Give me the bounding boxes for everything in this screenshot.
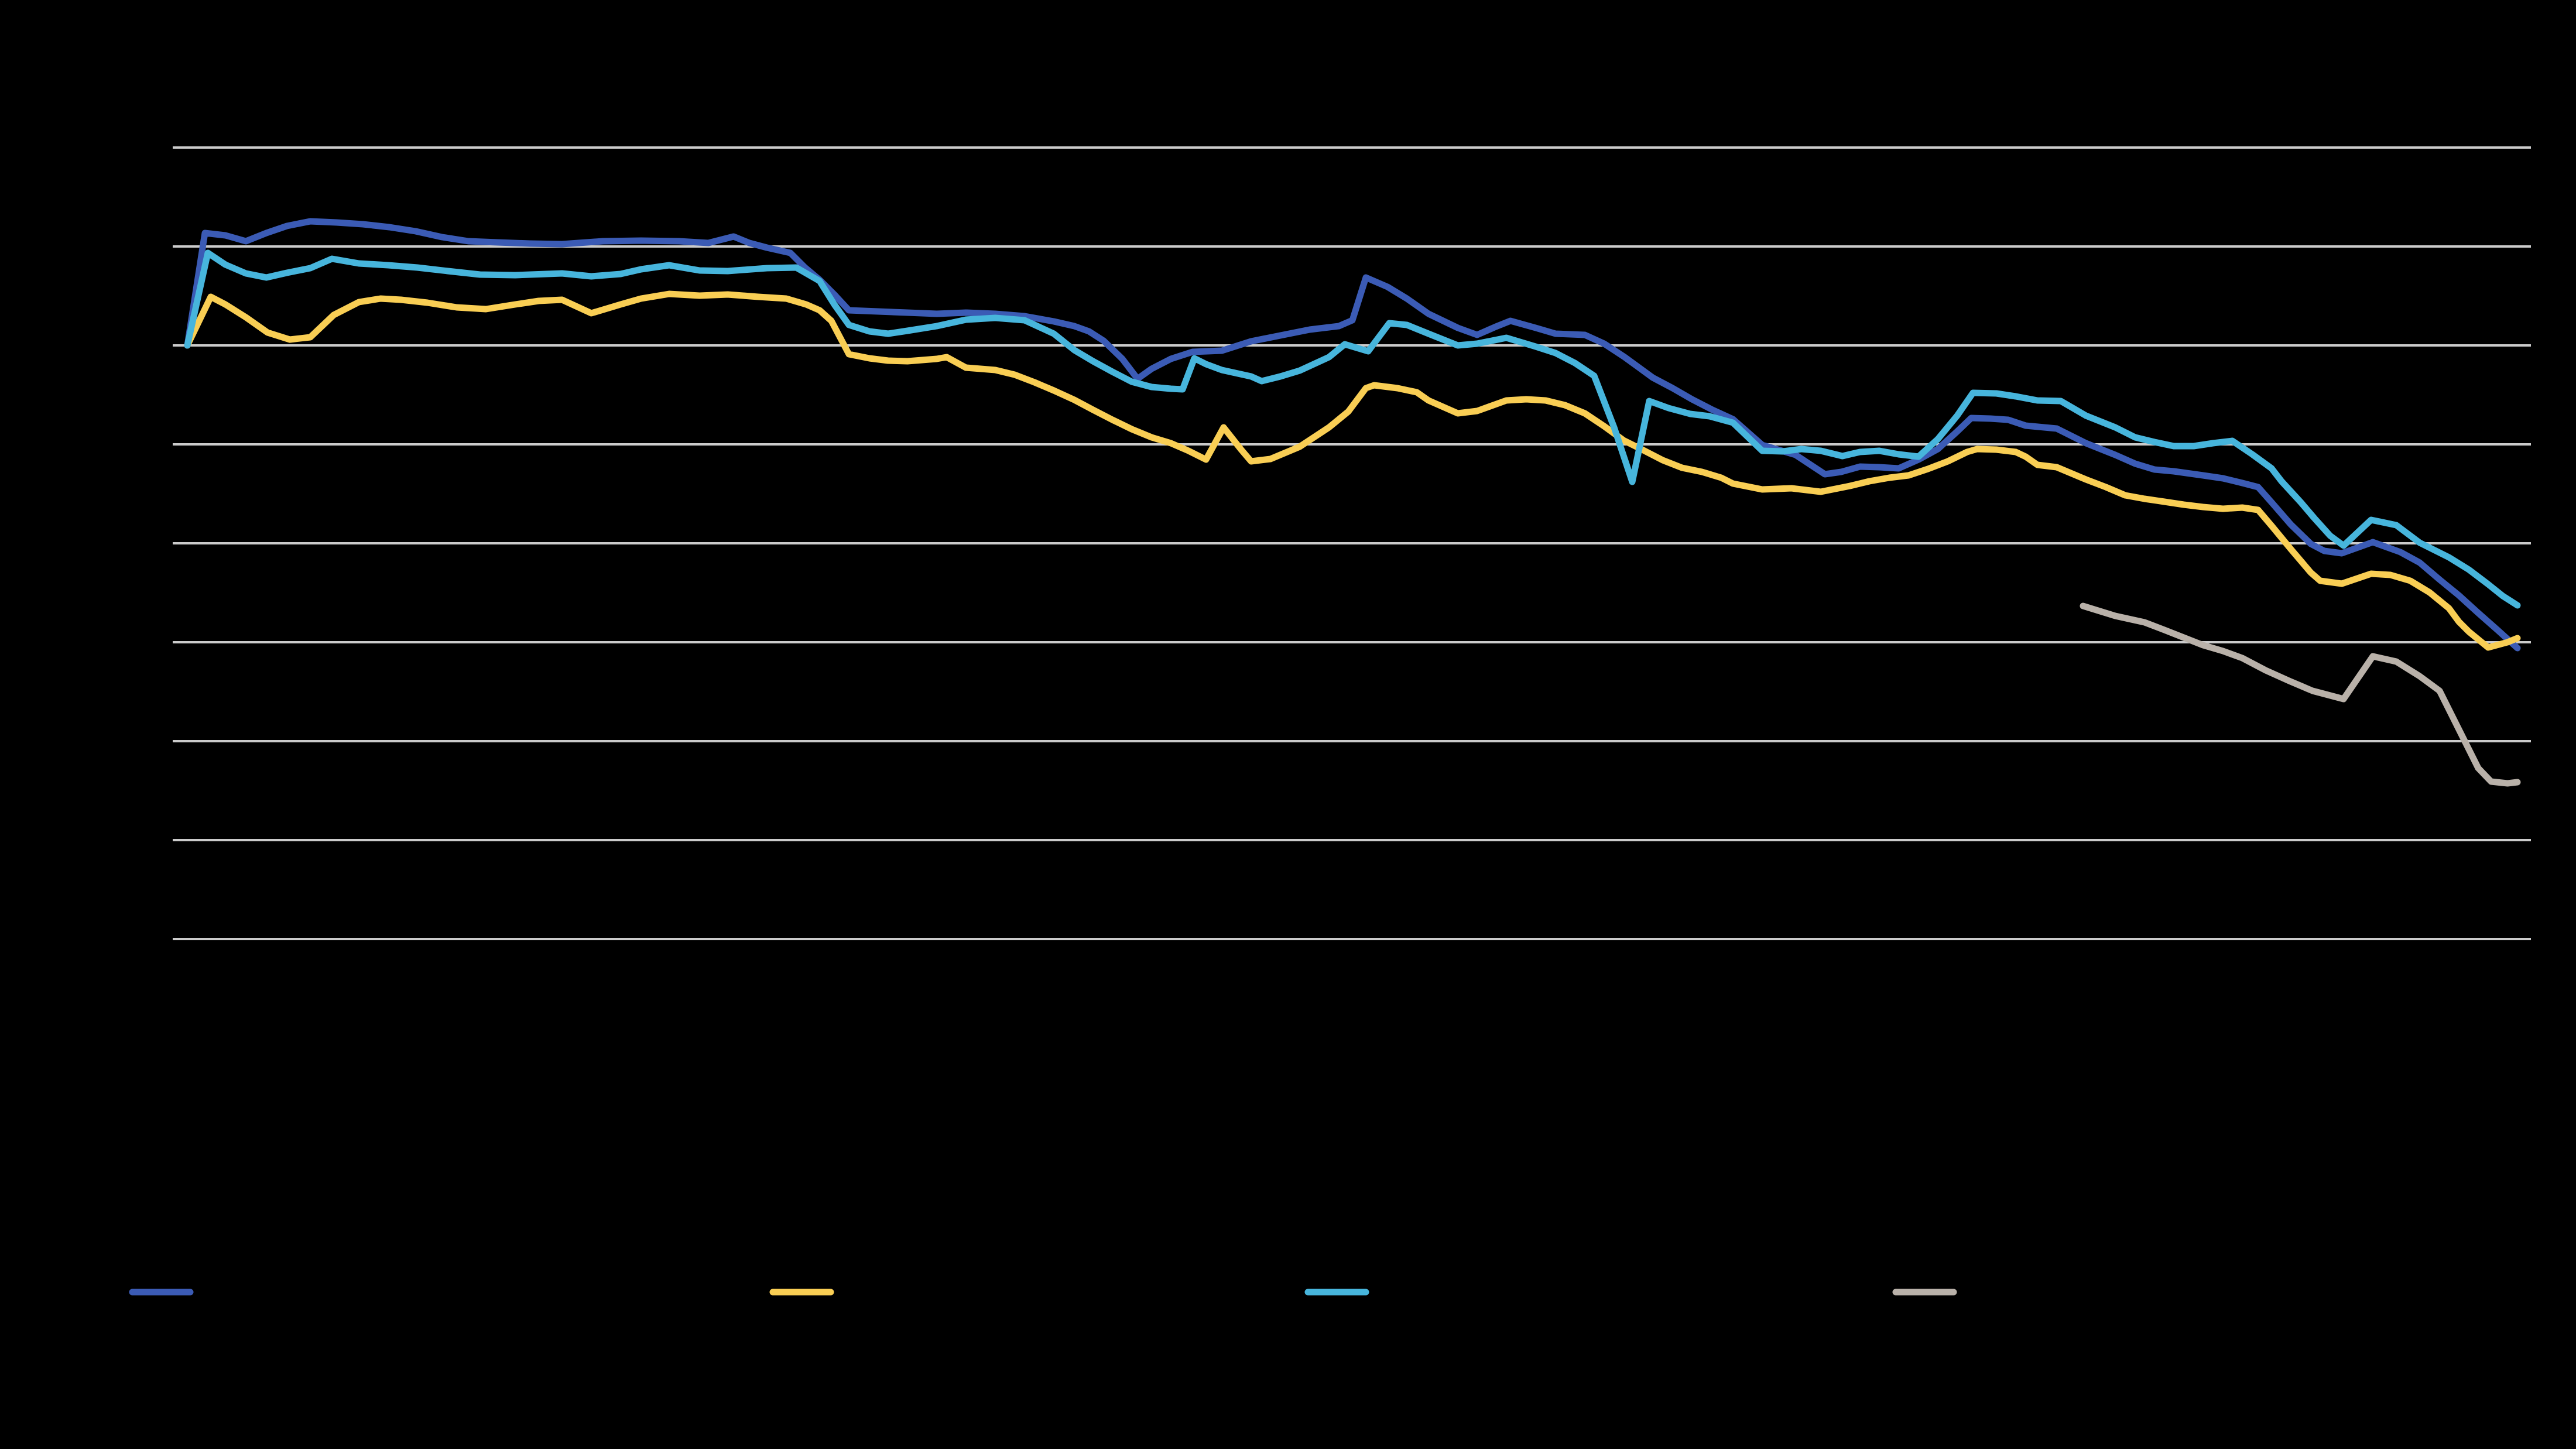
dark-blue-line [184, 218, 2521, 652]
gray-line [2080, 602, 2521, 787]
series-lines [184, 218, 2521, 787]
yellow-line [184, 290, 2521, 651]
cyan-line [184, 249, 2521, 609]
